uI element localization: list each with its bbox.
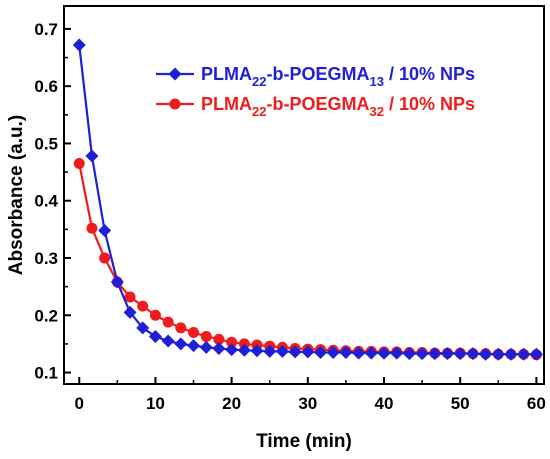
data-point — [288, 345, 302, 359]
data-point — [339, 346, 353, 359]
data-point — [402, 347, 416, 361]
data-point — [212, 341, 226, 355]
y-tick-label: 0.3 — [34, 249, 58, 268]
data-point — [99, 252, 111, 264]
x-tick-label: 60 — [527, 394, 546, 413]
legend-text-part: -b-POEGMA — [266, 64, 369, 84]
legend-label: PLMA22-b-POEGMA13 / 10% NPs — [201, 64, 475, 89]
y-tick-label: 0.4 — [34, 192, 58, 211]
legend-subscript: 22 — [252, 104, 266, 119]
series-line — [78, 163, 537, 356]
data-point — [275, 344, 289, 358]
legend-text-part: / 10% NPs — [384, 64, 475, 84]
data-point — [529, 347, 543, 361]
legend-marker — [169, 98, 181, 110]
x-tick-label: 40 — [375, 394, 394, 413]
legend-subscript: 22 — [252, 74, 266, 89]
legend-label: PLMA22-b-POEGMA32 / 10% NPs — [201, 94, 475, 119]
data-point — [226, 336, 238, 348]
data-point — [213, 333, 225, 345]
data-point — [517, 347, 531, 361]
data-point — [98, 224, 112, 238]
legend-item-1: PLMA22-b-POEGMA13 / 10% NPs — [156, 64, 475, 89]
legend-marker — [168, 67, 182, 81]
legend-subscript: 13 — [369, 74, 383, 89]
legend-text-part: PLMA — [201, 94, 252, 114]
y-tick-label: 0.6 — [34, 77, 58, 96]
legend-item-2: PLMA22-b-POEGMA32 / 10% NPs — [156, 94, 475, 119]
data-point — [237, 343, 251, 357]
data-point — [301, 345, 315, 359]
data-point — [440, 347, 454, 361]
data-point — [85, 149, 99, 163]
data-point — [504, 347, 518, 361]
data-point — [352, 346, 366, 360]
x-tick-label: 0 — [75, 394, 84, 413]
data-point — [225, 343, 239, 357]
data-point — [364, 346, 378, 360]
data-point — [137, 300, 149, 312]
data-point — [250, 344, 264, 358]
x-tick-label: 30 — [298, 394, 317, 413]
data-point — [479, 347, 493, 361]
x-tick-label: 10 — [146, 394, 165, 413]
y-tick-label: 0.7 — [34, 20, 58, 39]
data-point — [124, 291, 136, 303]
data-point — [73, 158, 85, 169]
data-point — [390, 346, 404, 360]
data-point — [415, 347, 429, 361]
series-1 — [72, 38, 543, 361]
data-point — [148, 329, 162, 343]
y-axis-title: Absorbance (a.u.) — [6, 115, 27, 275]
data-point — [187, 339, 201, 353]
data-point — [377, 346, 391, 360]
data-point — [188, 326, 200, 338]
data-point — [72, 38, 86, 52]
data-point — [86, 222, 98, 234]
legend: PLMA22-b-POEGMA13 / 10% NPsPLMA22-b-POEG… — [156, 64, 475, 119]
data-point — [453, 347, 467, 361]
data-point — [149, 309, 161, 321]
legend-text-part: PLMA — [201, 64, 252, 84]
x-tick-label: 50 — [451, 394, 470, 413]
data-point — [314, 346, 328, 359]
x-tick-label: 20 — [222, 394, 241, 413]
y-tick-label: 0.1 — [34, 364, 58, 383]
data-point — [110, 275, 124, 289]
data-point — [428, 347, 442, 361]
plot-border — [63, 5, 545, 385]
data-point — [199, 340, 213, 354]
data-point — [263, 344, 277, 358]
legend-text-part: / 10% NPs — [384, 94, 475, 114]
data-point — [162, 316, 174, 328]
data-point — [174, 337, 188, 351]
y-axis: 0.1 0.2 0.3 0.4 0.5 0.6 0.7 — [34, 20, 71, 383]
legend-subscript: 32 — [369, 104, 383, 119]
legend-text-part: -b-POEGMA — [266, 94, 369, 114]
data-point — [123, 305, 137, 319]
series-layer — [72, 38, 543, 361]
data-point — [466, 347, 480, 361]
data-point — [175, 322, 187, 334]
data-point — [491, 347, 505, 361]
y-tick-label: 0.5 — [34, 134, 58, 153]
x-axis: 0 10 20 30 40 50 60 — [75, 377, 546, 413]
data-point — [161, 334, 175, 348]
y-tick-label: 0.2 — [34, 306, 58, 325]
data-point — [136, 321, 150, 335]
data-point — [200, 330, 212, 342]
plot-frame — [63, 5, 545, 385]
data-point — [326, 346, 340, 359]
x-axis-title: Time (min) — [256, 431, 352, 452]
